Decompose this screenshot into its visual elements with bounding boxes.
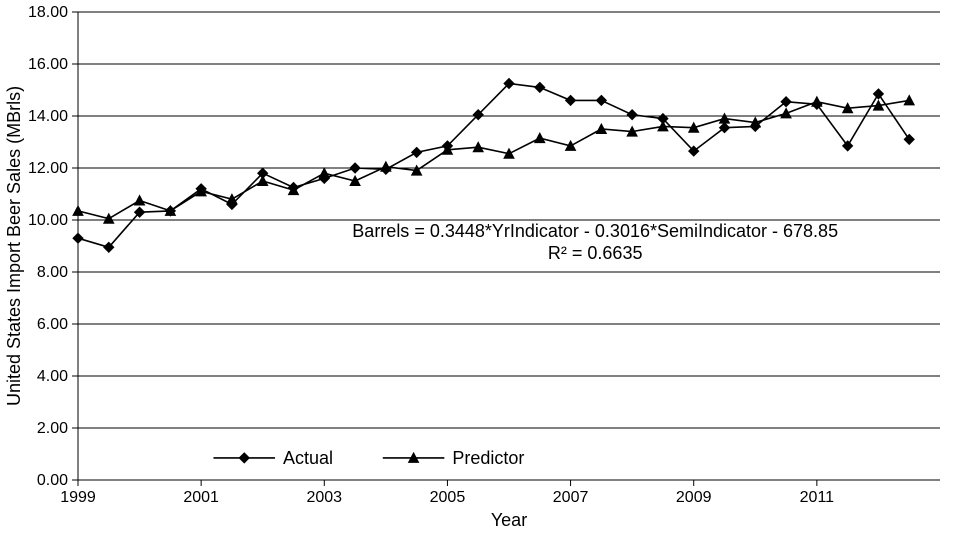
diamond-marker [627, 110, 637, 120]
y-tick-label: 12.00 [28, 160, 68, 177]
equation-text: Barrels = 0.3448*YrIndicator - 0.3016*Se… [352, 221, 838, 241]
diamond-marker [239, 453, 249, 463]
y-tick-label: 18.00 [28, 4, 68, 21]
x-tick-label: 2009 [676, 489, 712, 506]
diamond-marker [904, 134, 914, 144]
diamond-marker [596, 95, 606, 105]
x-tick-label: 2007 [553, 489, 589, 506]
beer-sales-chart: 0.00 2.00 4.00 6.00 8.00 10.00 12.00 14.00 16.00… [0, 0, 960, 546]
triangle-marker [781, 108, 791, 118]
y-tick-label: 10.00 [28, 212, 68, 229]
y-tick-label: 4.00 [37, 368, 68, 385]
y-tick-label: 8.00 [37, 264, 68, 281]
triangle-marker [73, 206, 83, 216]
x-tick-label: 2005 [430, 489, 466, 506]
x-tick-label: 2003 [306, 489, 342, 506]
triangle-marker [812, 97, 822, 107]
diamond-marker [350, 163, 360, 173]
diamond-marker [873, 89, 883, 99]
y-tick-label: 14.00 [28, 108, 68, 125]
triangle-marker [904, 95, 914, 105]
diamond-marker [73, 233, 83, 243]
triangle-marker [535, 133, 545, 143]
x-tick-label: 2011 [800, 489, 835, 506]
r-squared-text: R² = 0.6635 [548, 243, 643, 263]
diamond-marker [412, 147, 422, 157]
legend-label: Actual [283, 448, 333, 468]
diamond-marker [566, 95, 576, 105]
x-axis-title: Year [491, 510, 527, 530]
y-tick-label: 6.00 [37, 316, 68, 333]
legend-label: Predictor [452, 448, 524, 468]
y-tick-label: 16.00 [28, 56, 68, 73]
x-tick-label: 2001 [183, 489, 219, 506]
y-axis-title: United States Import Beer Sales (MBrls) [4, 86, 24, 406]
y-tick-label: 0.00 [37, 472, 68, 489]
triangle-marker [135, 196, 145, 206]
triangle-marker [319, 168, 329, 178]
x-tick-label: 1999 [60, 489, 96, 506]
chart-container: 0.00 2.00 4.00 6.00 8.00 10.00 12.00 14.00 16.00… [0, 0, 960, 546]
diamond-marker [535, 82, 545, 92]
y-tick-label: 2.00 [37, 420, 68, 437]
series-predictor [73, 95, 914, 223]
